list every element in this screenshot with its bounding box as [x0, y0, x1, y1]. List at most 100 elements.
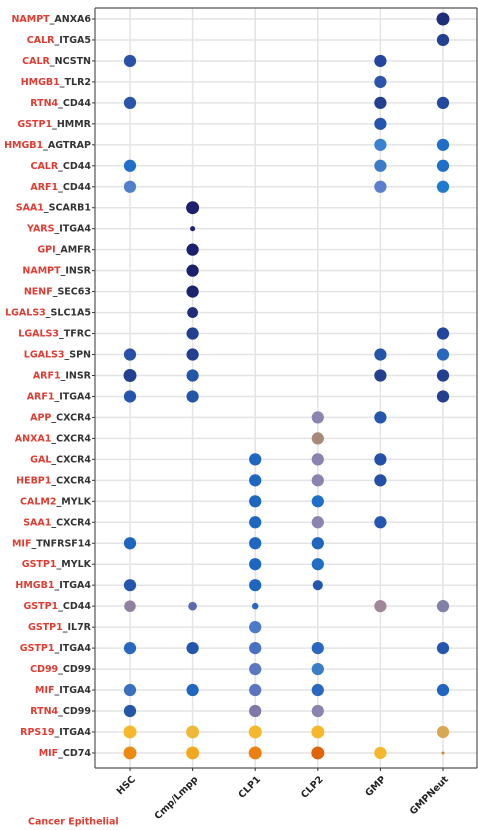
receptor: CD44 — [63, 601, 91, 612]
ligand: SAA1 — [23, 517, 51, 528]
dot — [436, 12, 450, 26]
ligand: GSTP1 — [23, 601, 58, 612]
separator: _ — [54, 223, 59, 234]
separator: _ — [58, 706, 63, 717]
y-tick-label: HMGB1_TLR2 — [21, 76, 91, 87]
dot — [374, 453, 387, 466]
dot — [123, 180, 137, 193]
dot — [436, 725, 450, 739]
dot — [311, 537, 324, 550]
receptor: CD99 — [63, 664, 91, 675]
dot — [123, 746, 137, 760]
dot — [249, 704, 262, 718]
dot — [311, 495, 324, 508]
dot — [123, 683, 137, 697]
dot — [186, 369, 199, 382]
y-tick-label: GPI_AMFR — [37, 244, 91, 255]
separator: _ — [54, 391, 59, 402]
ligand: ARF1 — [30, 181, 58, 192]
y-tick-label: GSTP1_HMMR — [17, 118, 91, 129]
dot — [123, 369, 137, 382]
dot — [249, 662, 262, 676]
ligand: NAMPT — [22, 265, 61, 276]
y-tick-label: SAA1_CXCR4 — [23, 517, 91, 528]
ligand: HMGB1 — [21, 76, 60, 87]
dot — [311, 558, 324, 571]
separator: _ — [44, 202, 49, 213]
dot — [249, 474, 262, 487]
dot — [186, 725, 200, 739]
ligand: CALR — [27, 34, 55, 45]
dot — [374, 54, 387, 68]
dot — [186, 327, 199, 340]
separator: _ — [51, 412, 56, 423]
y-tick-label: CALR_CD44 — [30, 160, 91, 171]
dot — [123, 579, 137, 592]
y-tick-label: GSTP1_ITGA4 — [20, 643, 92, 654]
x-tick-label: GMPNeut — [408, 774, 451, 817]
separator: _ — [31, 538, 36, 549]
dot — [186, 201, 200, 215]
dot — [123, 537, 137, 550]
ligand: GSTP1 — [20, 643, 55, 654]
separator: _ — [54, 580, 59, 591]
receptor: SCARB1 — [49, 202, 91, 213]
y-tick-label: HMGB1_ITGA4 — [15, 580, 91, 591]
ligand: CALM2 — [20, 496, 56, 507]
receptor: INSR — [65, 265, 91, 276]
dot — [311, 453, 324, 466]
receptor: CXCR4 — [56, 433, 91, 444]
receptor: AMFR — [60, 244, 91, 255]
dot — [248, 746, 262, 760]
ligand: CALR — [22, 55, 50, 66]
receptor: ITGA4 — [59, 726, 91, 737]
footer: Cancer Epithelial — [28, 817, 119, 828]
dot — [436, 390, 450, 403]
receptor: ITGA4 — [59, 223, 91, 234]
separator: _ — [51, 517, 56, 528]
ligand: SAA1 — [16, 202, 44, 213]
dot — [249, 558, 262, 571]
dot — [249, 537, 262, 550]
receptor: ITGA5 — [59, 34, 91, 45]
separator: _ — [58, 97, 63, 108]
receptor: MYLK — [61, 559, 91, 570]
receptor: IL7R — [67, 622, 91, 633]
dot — [374, 159, 387, 172]
dot — [312, 580, 323, 591]
ligand: ARF1 — [33, 370, 61, 381]
receptor: CXCR4 — [56, 475, 91, 486]
dot — [311, 641, 324, 655]
y-tick-label: SAA1_SCARB1 — [16, 202, 91, 213]
dot — [374, 474, 387, 487]
ligand: GPI — [37, 244, 55, 255]
dot — [186, 243, 199, 256]
separator: _ — [56, 244, 61, 255]
separator: _ — [53, 286, 58, 297]
x-tick-label: Cmp/Lmpp — [153, 774, 201, 822]
dot — [186, 348, 199, 361]
dot — [249, 621, 262, 634]
dot — [123, 348, 137, 361]
y-tick-label: MIF_TNFRSF14 — [12, 538, 91, 549]
receptor: CXCR4 — [56, 412, 91, 423]
ligand: ARF1 — [27, 391, 55, 402]
dot — [311, 746, 325, 760]
receptor: ITGA4 — [59, 391, 91, 402]
dot — [311, 474, 324, 487]
dot — [123, 725, 137, 739]
y-tick-label: ARF1_ITGA4 — [27, 391, 92, 402]
dot — [441, 751, 445, 755]
ligand: MIF — [35, 685, 54, 696]
receptor: ITGA4 — [59, 580, 91, 591]
receptor: AGTRAP — [48, 139, 91, 150]
receptor: CD44 — [63, 97, 91, 108]
receptor: ITGA4 — [59, 643, 91, 654]
ligand: MIF — [12, 538, 31, 549]
ligand: HMGB1 — [15, 580, 54, 591]
ligand: GSTP1 — [28, 622, 63, 633]
receptor: SEC63 — [57, 286, 91, 297]
x-tick-label: CLP1 — [236, 774, 263, 801]
dot — [249, 516, 262, 529]
dot — [123, 96, 137, 109]
